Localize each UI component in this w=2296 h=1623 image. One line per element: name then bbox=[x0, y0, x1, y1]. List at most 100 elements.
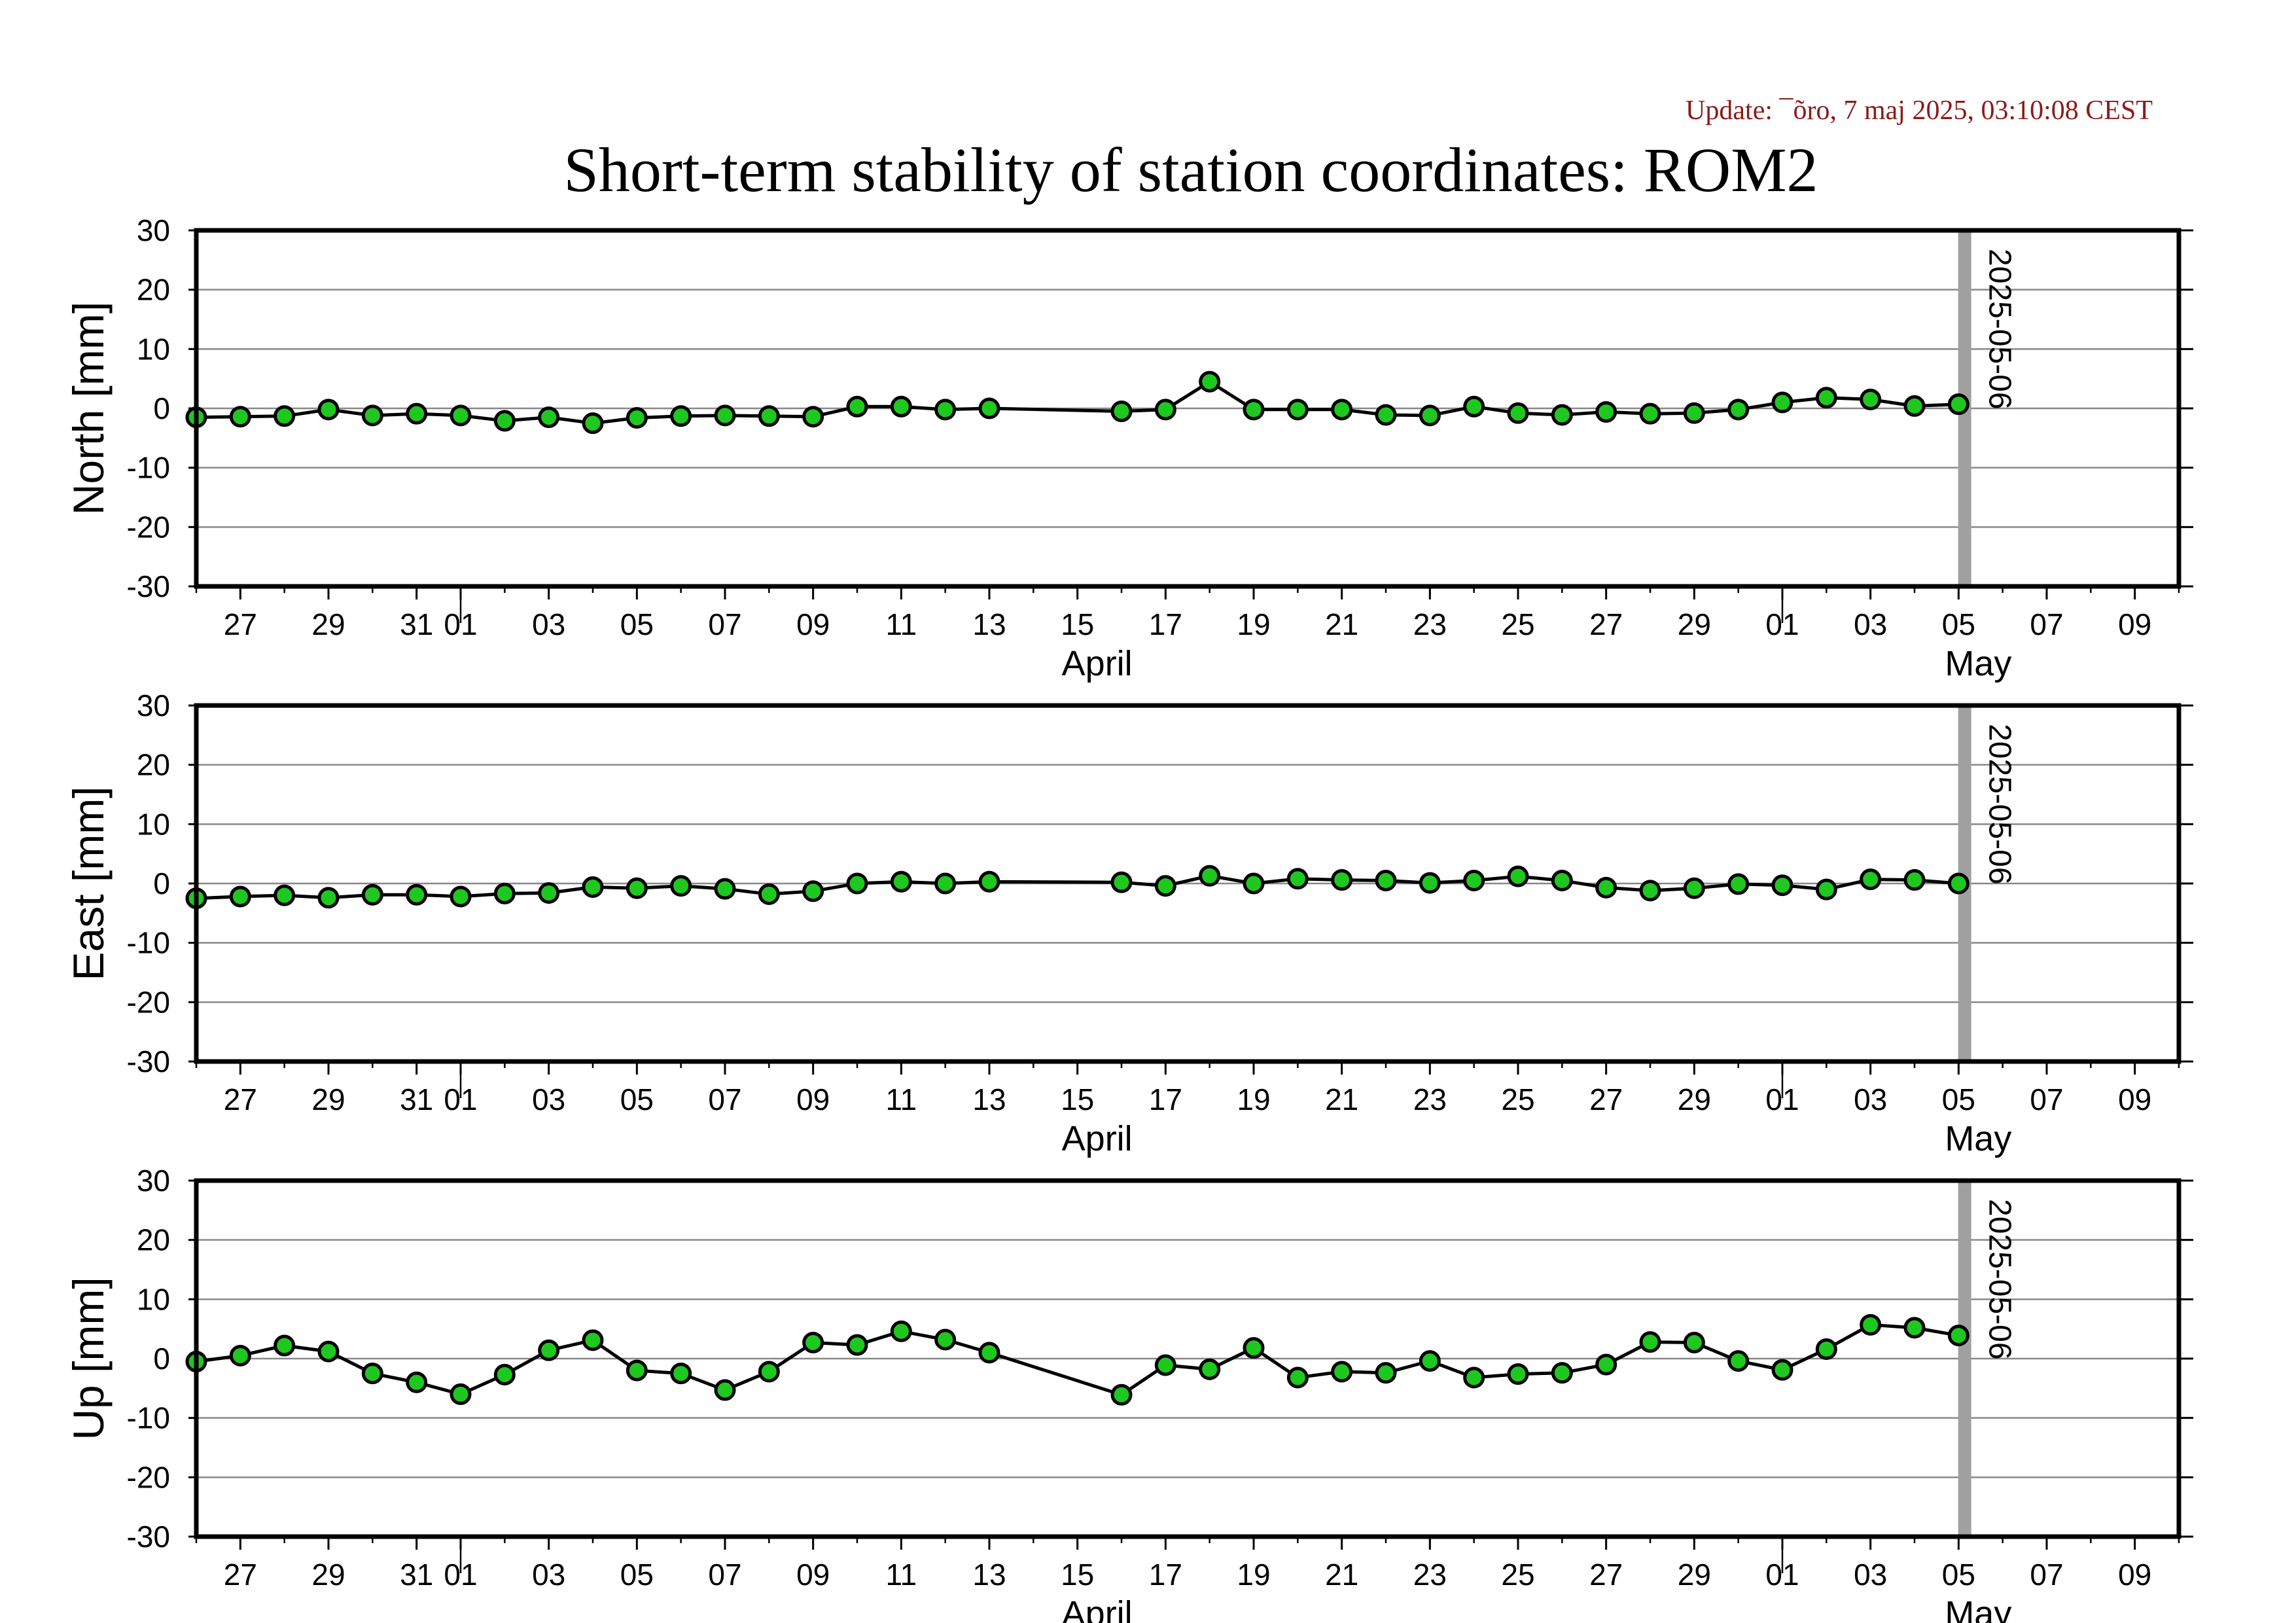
x-tick-label: 21 bbox=[1325, 1082, 1358, 1116]
y-tick-label: -20 bbox=[127, 1460, 170, 1494]
data-point bbox=[1463, 869, 1485, 891]
x-tick-label: 29 bbox=[311, 607, 345, 641]
y-tick-label: -10 bbox=[127, 451, 170, 485]
data-point bbox=[493, 410, 516, 432]
x-tick-label: 05 bbox=[1942, 1082, 1975, 1116]
data-point bbox=[274, 1334, 296, 1357]
x-tick-label: 07 bbox=[708, 1558, 741, 1592]
x-tick-label: 03 bbox=[1854, 1558, 1887, 1592]
reference-label: 2025-05-06 bbox=[1983, 249, 2017, 410]
data-point bbox=[1463, 1366, 1485, 1389]
y-tick-label: -20 bbox=[127, 985, 170, 1019]
x-tick-label: 09 bbox=[2118, 1082, 2151, 1116]
data-point bbox=[538, 882, 560, 904]
data-point bbox=[1860, 1313, 1882, 1336]
x-tick-label: 19 bbox=[1237, 607, 1270, 641]
data-point bbox=[1375, 404, 1397, 426]
data-point bbox=[493, 1363, 516, 1385]
data-point bbox=[1507, 402, 1529, 424]
x-tick-label: 19 bbox=[1237, 1082, 1270, 1116]
data-point bbox=[406, 883, 428, 906]
x-tick-label: 09 bbox=[796, 1558, 830, 1592]
data-point bbox=[450, 885, 472, 908]
month-label: April bbox=[1062, 1594, 1133, 1623]
data-point bbox=[714, 404, 736, 427]
y-tick-label: 30 bbox=[137, 1164, 170, 1198]
data-point bbox=[450, 1383, 472, 1405]
data-point bbox=[1331, 869, 1353, 891]
x-tick-label: 01 bbox=[444, 1082, 477, 1116]
data-point bbox=[1286, 868, 1309, 890]
data-point bbox=[1507, 865, 1529, 887]
data-point bbox=[406, 1371, 428, 1393]
data-point bbox=[317, 1340, 340, 1363]
data-point bbox=[1683, 402, 1705, 424]
data-point bbox=[1595, 401, 1617, 423]
data-point bbox=[317, 399, 340, 421]
x-tick-label: 09 bbox=[796, 607, 830, 641]
x-tick-label: 09 bbox=[2118, 607, 2151, 641]
x-tick-label: 23 bbox=[1413, 1558, 1447, 1592]
x-tick-label: 05 bbox=[620, 607, 654, 641]
data-point bbox=[934, 872, 957, 895]
data-point bbox=[1639, 880, 1661, 902]
data-point bbox=[714, 878, 736, 900]
data-point bbox=[890, 395, 912, 418]
y-axis-label: North [mm] bbox=[64, 302, 113, 515]
data-point bbox=[1243, 1337, 1265, 1359]
x-tick-label: 11 bbox=[885, 1082, 917, 1116]
data-point bbox=[582, 1329, 604, 1351]
data-point bbox=[846, 395, 868, 418]
data-point bbox=[1595, 876, 1617, 899]
y-tick-label: 20 bbox=[137, 1223, 170, 1257]
data-point bbox=[846, 872, 868, 895]
data-point bbox=[846, 1334, 868, 1356]
x-tick-label: 15 bbox=[1061, 1558, 1094, 1592]
y-tick-label: -10 bbox=[127, 1401, 170, 1435]
x-tick-label: 07 bbox=[2030, 607, 2063, 641]
data-point bbox=[890, 870, 912, 893]
update-timestamp: Update: ¯õro, 7 maj 2025, 03:10:08 CEST bbox=[1686, 96, 2153, 126]
x-tick-label: 27 bbox=[1589, 607, 1623, 641]
data-point bbox=[361, 1363, 383, 1385]
data-point bbox=[1331, 1361, 1353, 1383]
x-tick-label: 23 bbox=[1413, 1082, 1447, 1116]
data-point bbox=[1154, 875, 1176, 897]
data-point bbox=[670, 1363, 692, 1385]
data-point bbox=[1286, 399, 1309, 421]
x-tick-label: 07 bbox=[2030, 1558, 2063, 1592]
data-point bbox=[802, 1332, 824, 1354]
x-tick-label: 03 bbox=[532, 607, 565, 641]
x-tick-label: 25 bbox=[1501, 1082, 1534, 1116]
y-tick-label: -20 bbox=[127, 510, 170, 544]
y-tick-label: -30 bbox=[127, 1044, 170, 1079]
data-point bbox=[1815, 1338, 1837, 1360]
y-tick-label: 20 bbox=[137, 273, 170, 307]
data-point bbox=[1507, 1363, 1529, 1385]
data-point bbox=[1727, 873, 1750, 895]
x-tick-label: 19 bbox=[1237, 1558, 1270, 1592]
data-point bbox=[1639, 402, 1661, 425]
x-tick-label: 07 bbox=[2030, 1082, 2063, 1116]
y-axis-label: East [mm] bbox=[64, 786, 113, 980]
data-point bbox=[670, 875, 692, 897]
x-tick-label: 05 bbox=[1942, 1558, 1975, 1592]
x-tick-label: 09 bbox=[2118, 1558, 2151, 1592]
data-point bbox=[1331, 399, 1353, 421]
data-point bbox=[582, 412, 604, 435]
x-tick-label: 17 bbox=[1149, 1082, 1182, 1116]
data-point bbox=[1419, 1350, 1441, 1372]
data-point bbox=[1815, 878, 1837, 901]
month-label: May bbox=[1945, 1594, 2011, 1623]
data-point bbox=[229, 1344, 251, 1366]
y-tick-label: 10 bbox=[137, 1282, 170, 1316]
data-point bbox=[934, 399, 957, 421]
data-point bbox=[1199, 370, 1221, 393]
x-tick-label: 27 bbox=[1589, 1558, 1623, 1592]
data-point bbox=[1639, 1331, 1661, 1353]
y-tick-label: 10 bbox=[137, 807, 170, 841]
data-point bbox=[1860, 868, 1882, 891]
